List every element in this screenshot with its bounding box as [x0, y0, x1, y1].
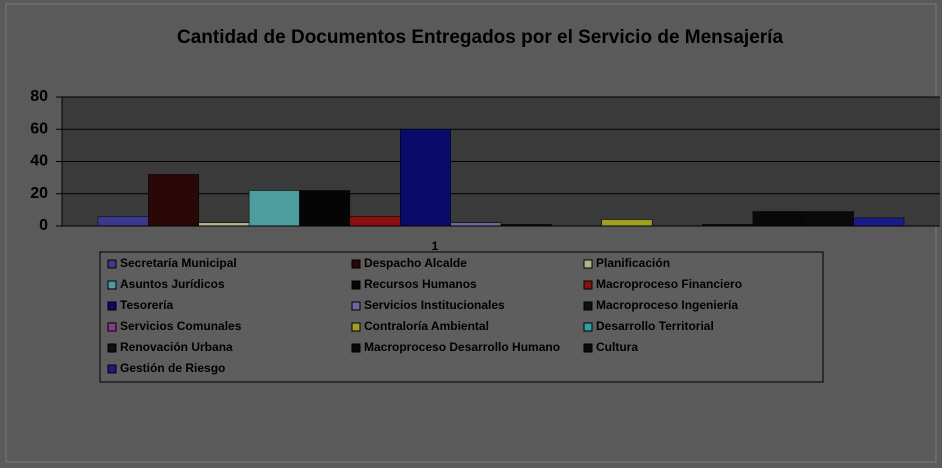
chart-border: [5, 3, 937, 463]
legend-swatch: [107, 259, 117, 269]
y-tick-label: 80: [30, 88, 48, 105]
legend-label: Recursos Humanos: [364, 277, 477, 291]
y-tick-label: 40: [30, 153, 48, 170]
legend-label: Desarrollo Territorial: [596, 319, 714, 333]
legend-label: Cultura: [596, 340, 638, 354]
legend-swatch: [351, 322, 361, 332]
legend-swatch: [351, 301, 361, 311]
legend-swatch: [107, 280, 117, 290]
bar: [803, 211, 854, 227]
legend-swatch: [107, 364, 117, 374]
legend-swatch: [351, 259, 361, 269]
legend-label: Planificación: [596, 256, 670, 270]
legend-label: Servicios Institucionales: [364, 298, 505, 312]
y-tick-label: 60: [30, 120, 48, 137]
x-tick-label: 1: [432, 239, 439, 253]
legend-label: Gestión de Riesgo: [120, 361, 225, 375]
legend-label: Asuntos Jurídicos: [120, 277, 225, 291]
legend-label: Despacho Alcalde: [364, 256, 467, 270]
legend-label: Macroproceso Ingeniería: [596, 298, 738, 312]
bar: [299, 190, 351, 227]
legend-label: Renovación Urbana: [120, 340, 233, 354]
legend-swatch: [107, 322, 117, 332]
legend-swatch: [583, 280, 593, 290]
legend-label: Macroproceso Desarrollo Humano: [364, 340, 560, 354]
bar: [97, 216, 149, 227]
chart-title: Cantidad de Documentos Entregados por el…: [177, 27, 783, 48]
bar: [601, 219, 653, 227]
legend-label: Contraloría Ambiental: [364, 319, 489, 333]
legend: [99, 251, 824, 383]
legend-label: Macroproceso Financiero: [596, 277, 742, 291]
legend-swatch: [583, 343, 593, 353]
legend-label: Servicios Comunales: [120, 319, 242, 333]
bar: [752, 211, 804, 227]
legend-swatch: [583, 259, 593, 269]
legend-label: Tesorería: [120, 298, 173, 312]
y-tick-label: 0: [39, 217, 48, 234]
bar: [853, 217, 905, 227]
legend-swatch: [583, 301, 593, 311]
legend-swatch: [351, 280, 361, 290]
legend-swatch: [583, 322, 593, 332]
legend-swatch: [351, 343, 361, 353]
bar: [148, 174, 199, 227]
legend-swatch: [107, 301, 117, 311]
bar: [248, 190, 300, 227]
legend-swatch: [107, 343, 117, 353]
bar: [399, 129, 451, 227]
bar: [349, 216, 401, 227]
y-tick-label: 20: [30, 185, 48, 202]
legend-label: Secretaría Municipal: [120, 256, 237, 270]
